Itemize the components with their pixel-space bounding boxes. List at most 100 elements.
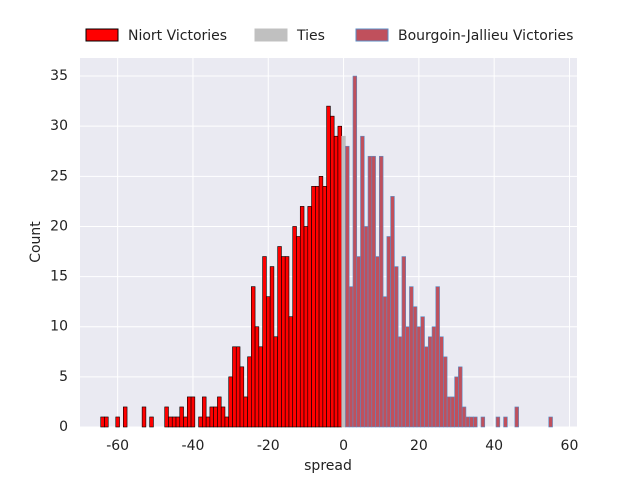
histogram-bar [352, 75, 358, 428]
histogram-bar [220, 406, 226, 428]
histogram-bar [420, 316, 425, 428]
histogram-bar [480, 416, 486, 428]
histogram-bar [427, 336, 433, 428]
histogram-bar [514, 406, 519, 428]
histogram-bar [397, 336, 403, 428]
histogram-bar [379, 155, 384, 428]
histogram-bar [311, 186, 316, 428]
legend-swatch [85, 28, 119, 42]
histogram-bar [258, 346, 263, 428]
histogram-bar [458, 366, 463, 428]
histogram-bar [269, 266, 275, 428]
histogram-bar [175, 416, 181, 428]
histogram-bar [345, 145, 350, 428]
histogram-bar [409, 286, 414, 428]
histogram-bar [390, 196, 395, 428]
histogram-bar [454, 376, 459, 428]
histogram-bar [183, 416, 188, 428]
histogram-bar [198, 416, 203, 428]
histogram-bar [341, 135, 346, 428]
histogram-bar [171, 416, 177, 428]
x-tick-label: 60 [561, 438, 579, 454]
histogram-bar [307, 206, 312, 428]
histogram-bar [412, 306, 418, 428]
histogram-bar [443, 356, 448, 428]
histogram-bar [465, 416, 470, 428]
histogram-bar [251, 286, 256, 428]
x-axis-label: spread [304, 458, 352, 474]
histogram-bar [348, 286, 354, 428]
histogram-bar [360, 135, 365, 428]
histogram-bar [243, 396, 248, 428]
y-axis-label: Count [28, 221, 44, 263]
histogram-bar [190, 396, 196, 428]
x-tick-label: -40 [182, 438, 205, 454]
histogram-bar [273, 336, 278, 428]
x-tick-label: 20 [410, 438, 428, 454]
histogram-bar [209, 406, 214, 428]
legend-swatch [355, 28, 389, 42]
y-tick-label: 0 [59, 419, 68, 435]
histogram-bar [168, 416, 173, 428]
histogram-bar [224, 416, 230, 428]
histogram-bar [405, 326, 410, 428]
histogram-bar [303, 226, 309, 428]
histogram-bar [202, 396, 207, 428]
histogram-bar [461, 406, 467, 428]
x-tick-label: 0 [339, 438, 348, 454]
histogram-bar [299, 206, 305, 428]
histogram-bar [394, 266, 399, 428]
histogram-bar [232, 346, 237, 428]
histogram-bar [322, 186, 327, 428]
histogram-bar [141, 406, 147, 428]
x-tick-label: 40 [485, 438, 503, 454]
histogram-bar [247, 356, 252, 428]
histogram-bar [386, 236, 391, 428]
histogram-bar [439, 336, 444, 428]
histogram-bar [337, 125, 342, 428]
histogram-bar [277, 246, 282, 428]
y-tick-label: 25 [50, 168, 68, 184]
histogram-bar [333, 135, 339, 428]
histogram-bar [356, 256, 361, 428]
histogram-bar [473, 416, 478, 428]
y-tick-label: 5 [59, 369, 68, 385]
histogram-bar [164, 406, 169, 428]
legend-swatch [254, 28, 288, 42]
y-tick-label: 10 [50, 319, 68, 335]
histogram-bar [104, 416, 109, 428]
histogram-bar [495, 416, 501, 428]
histogram-bar [469, 416, 474, 428]
histogram-bar [213, 406, 218, 428]
histogram-bar [122, 406, 128, 428]
histogram-bar [288, 316, 294, 428]
histogram-bar [266, 296, 271, 428]
histogram-bar [431, 326, 437, 428]
histogram-bar [382, 296, 388, 428]
histogram-bar [401, 256, 406, 428]
y-tick-label: 20 [50, 218, 68, 234]
histogram-bar [239, 366, 245, 428]
histogram-bar [416, 326, 422, 428]
histogram-bar [446, 396, 452, 428]
histogram-bar [115, 416, 120, 428]
histogram-bar [281, 256, 286, 428]
y-tick-label: 15 [50, 269, 68, 285]
histogram-bar [330, 115, 335, 428]
histogram-bar [205, 416, 211, 428]
histogram-bar [363, 226, 369, 428]
histogram-bar [228, 376, 233, 428]
histogram-bar [217, 396, 222, 428]
x-tick-label: -20 [257, 438, 280, 454]
histogram-bar [149, 416, 154, 428]
y-tick-label: 35 [50, 68, 68, 84]
x-tick-label: -60 [106, 438, 129, 454]
histogram-bar [292, 226, 297, 428]
histogram-bar [235, 346, 241, 428]
legend-label: Bourgoin-Jallieu Victories [398, 28, 573, 44]
histogram-bar [435, 286, 440, 428]
histogram-bar [254, 326, 260, 428]
y-tick-label: 30 [50, 118, 68, 134]
histogram-bar [503, 416, 508, 428]
